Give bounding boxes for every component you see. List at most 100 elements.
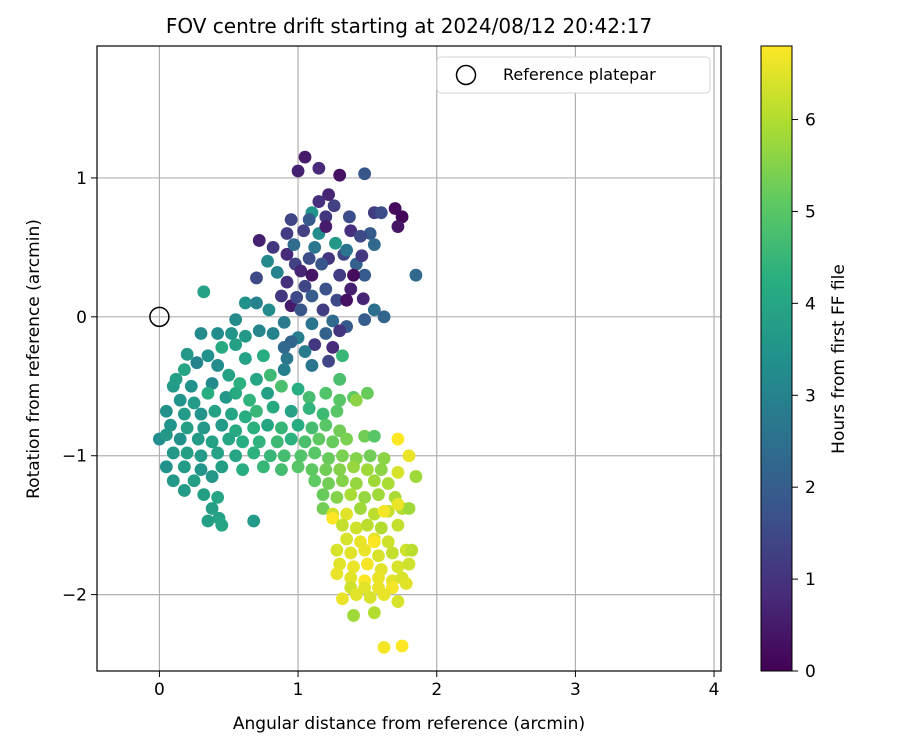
data-point	[391, 432, 405, 446]
data-point	[277, 340, 291, 354]
data-point	[238, 410, 252, 424]
data-point	[205, 377, 219, 390]
data-point	[391, 518, 405, 532]
data-point	[381, 477, 395, 490]
data-point	[261, 254, 274, 268]
data-point	[215, 418, 229, 432]
data-point	[358, 490, 372, 504]
data-point	[399, 577, 413, 590]
y-tick-label: 0	[76, 308, 87, 328]
data-point	[201, 349, 215, 363]
data-point	[322, 452, 335, 465]
data-point	[326, 314, 340, 328]
data-point	[225, 327, 238, 340]
data-point	[336, 449, 349, 463]
y-axis-label: Rotation from reference (arcmin)	[24, 219, 44, 499]
x-tick-label: 0	[154, 680, 165, 700]
data-point	[391, 220, 405, 233]
data-point	[340, 243, 353, 257]
data-point	[319, 463, 333, 477]
data-point	[205, 470, 219, 483]
data-point	[322, 354, 335, 368]
data-point	[280, 247, 294, 261]
data-point	[236, 435, 250, 449]
data-point	[319, 418, 333, 432]
data-point	[356, 292, 370, 306]
data-point	[262, 303, 276, 317]
data-point	[197, 488, 211, 502]
data-point	[347, 460, 360, 474]
data-point	[250, 271, 263, 285]
data-point	[298, 150, 312, 164]
data-point	[222, 368, 236, 382]
data-point	[205, 435, 219, 449]
colorbar-tick-label: 0	[805, 662, 816, 682]
data-point	[374, 206, 388, 220]
data-point	[180, 347, 194, 361]
data-point	[409, 470, 423, 483]
data-point	[247, 514, 261, 528]
data-point	[177, 363, 191, 377]
data-point	[312, 432, 326, 446]
data-point	[302, 402, 316, 415]
data-point	[361, 463, 374, 477]
data-point	[294, 264, 308, 278]
data-point	[347, 560, 360, 574]
data-point	[291, 164, 305, 178]
colorbar: 0 1 2 3 4 5 6 Hours from first FF file	[760, 45, 849, 682]
data-point	[298, 345, 312, 358]
data-point	[284, 404, 298, 418]
data-point	[243, 393, 256, 407]
data-point	[358, 313, 372, 327]
data-point	[367, 238, 381, 252]
data-point	[363, 449, 377, 463]
data-point	[329, 236, 342, 250]
data-point	[194, 407, 208, 421]
data-point	[180, 446, 194, 460]
data-point	[164, 418, 177, 432]
data-point	[291, 418, 305, 432]
data-point	[381, 535, 395, 549]
data-point	[215, 460, 229, 474]
data-point	[166, 446, 180, 460]
x-tick-label: 3	[570, 680, 581, 700]
data-point	[257, 460, 270, 474]
data-point	[372, 488, 385, 502]
data-point	[349, 521, 363, 535]
data-point	[211, 490, 225, 504]
data-point	[180, 421, 194, 435]
data-point	[367, 429, 381, 443]
data-point	[377, 640, 391, 654]
data-point	[385, 546, 399, 560]
data-point	[330, 567, 344, 581]
data-point	[215, 518, 229, 532]
data-point	[280, 227, 294, 240]
data-point	[367, 474, 381, 488]
data-point	[319, 210, 333, 224]
data-point	[344, 546, 358, 560]
data-point	[349, 393, 363, 407]
data-point	[340, 293, 353, 307]
data-point	[302, 390, 316, 404]
data-point	[201, 386, 215, 400]
colorbar-tick-label: 5	[805, 202, 816, 222]
data-point	[287, 238, 301, 252]
y-tick-label: −1	[62, 447, 87, 467]
data-point	[333, 372, 347, 386]
data-point	[229, 449, 243, 463]
data-point	[194, 463, 208, 477]
x-axis-label: Angular distance from reference (arcmin)	[233, 714, 585, 734]
data-point	[290, 290, 304, 304]
data-point	[197, 421, 211, 435]
data-point	[252, 324, 266, 338]
data-point	[391, 465, 405, 479]
data-point	[247, 421, 261, 435]
data-point	[326, 511, 340, 525]
data-point	[305, 421, 319, 435]
x-tick-label: 4	[709, 680, 720, 700]
data-point	[201, 514, 215, 528]
data-point	[377, 452, 391, 465]
data-point	[225, 407, 238, 421]
data-point	[358, 167, 372, 181]
data-point	[358, 268, 372, 282]
